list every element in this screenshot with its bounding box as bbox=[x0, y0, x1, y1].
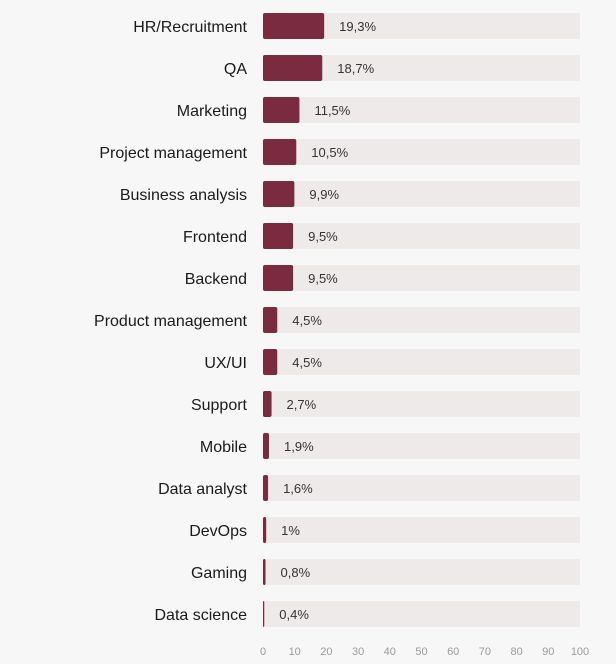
category-label: Backend bbox=[185, 271, 247, 288]
bar bbox=[263, 55, 323, 81]
x-axis-ticks: 0 10 20 30 40 50 60 70 80 90 100 bbox=[260, 646, 589, 658]
category-label: Support bbox=[191, 397, 248, 414]
bar-track bbox=[263, 181, 580, 207]
bar-row: Frontend 9,5% bbox=[183, 223, 580, 249]
bar-track bbox=[263, 517, 580, 543]
x-tick-label: 0 bbox=[260, 646, 266, 658]
bar-row: DevOps 1% bbox=[189, 517, 580, 543]
value-label: 4,5% bbox=[292, 313, 322, 328]
x-tick-label: 40 bbox=[384, 646, 396, 658]
bar-row: HR/Recruitment 19,3% bbox=[133, 13, 580, 39]
x-tick-label: 100 bbox=[571, 646, 589, 658]
category-label: Mobile bbox=[200, 439, 247, 456]
bar-track bbox=[263, 391, 580, 417]
category-label: Gaming bbox=[191, 565, 247, 582]
bar-row: Support 2,7% bbox=[191, 391, 580, 417]
x-tick-label: 90 bbox=[542, 646, 554, 658]
value-label: 9,5% bbox=[308, 229, 338, 244]
bar bbox=[263, 517, 267, 543]
bar bbox=[263, 307, 278, 333]
category-label: DevOps bbox=[189, 523, 247, 540]
bar-track bbox=[263, 139, 580, 165]
category-label: UX/UI bbox=[204, 355, 247, 372]
value-label: 1,6% bbox=[283, 481, 313, 496]
bar-track bbox=[263, 349, 580, 375]
bar-row: QA 18,7% bbox=[224, 55, 580, 81]
bar bbox=[263, 97, 300, 123]
bar-row: Project management 10,5% bbox=[99, 139, 580, 165]
bar-row: Gaming 0,8% bbox=[191, 559, 580, 585]
category-label: Data analyst bbox=[158, 481, 247, 498]
bar-track bbox=[263, 433, 580, 459]
bar-track bbox=[263, 223, 580, 249]
bar bbox=[263, 181, 295, 207]
x-tick-label: 20 bbox=[320, 646, 332, 658]
bar bbox=[263, 265, 294, 291]
x-tick-label: 70 bbox=[479, 646, 491, 658]
x-tick-label: 10 bbox=[289, 646, 301, 658]
bar-row: Business analysis 9,9% bbox=[120, 181, 580, 207]
value-label: 9,5% bbox=[308, 271, 338, 286]
bar-track bbox=[263, 307, 580, 333]
value-label: 1% bbox=[281, 523, 300, 538]
bar-track bbox=[263, 601, 580, 627]
bar-track bbox=[263, 265, 580, 291]
value-label: 4,5% bbox=[292, 355, 322, 370]
category-label: Product management bbox=[94, 313, 248, 330]
chart-rows: HR/Recruitment 19,3% QA 18,7% Marketing 11,5%… bbox=[94, 13, 580, 627]
bar bbox=[263, 139, 297, 165]
category-label: Frontend bbox=[183, 229, 247, 246]
category-label: Project management bbox=[99, 145, 247, 162]
category-label: QA bbox=[224, 61, 247, 78]
bar-row: Marketing 11,5% bbox=[177, 97, 580, 123]
value-label: 0,4% bbox=[279, 607, 309, 622]
bar-row: UX/UI 4,5% bbox=[204, 349, 580, 375]
bar bbox=[263, 475, 269, 501]
value-label: 2,7% bbox=[287, 397, 317, 412]
category-label: Data science bbox=[155, 607, 248, 624]
bar-track bbox=[263, 97, 580, 123]
value-label: 9,9% bbox=[309, 187, 339, 202]
value-label: 1,9% bbox=[284, 439, 314, 454]
value-label: 18,7% bbox=[337, 61, 374, 76]
bar-row: Backend 9,5% bbox=[185, 265, 580, 291]
category-label: Marketing bbox=[177, 103, 247, 120]
bar-row: Data analyst 1,6% bbox=[158, 475, 580, 501]
x-tick-label: 80 bbox=[510, 646, 522, 658]
bar-row: Product management 4,5% bbox=[94, 307, 580, 333]
bar bbox=[263, 601, 265, 627]
bar bbox=[263, 391, 272, 417]
bar bbox=[263, 559, 266, 585]
value-label: 11,5% bbox=[314, 103, 350, 118]
bar bbox=[263, 13, 325, 39]
x-tick-label: 50 bbox=[415, 646, 427, 658]
bar bbox=[263, 433, 270, 459]
bar bbox=[263, 223, 294, 249]
x-tick-label: 30 bbox=[352, 646, 364, 658]
category-label: HR/Recruitment bbox=[133, 19, 247, 36]
bar bbox=[263, 349, 278, 375]
bar-track bbox=[263, 559, 580, 585]
category-label: Business analysis bbox=[120, 187, 247, 204]
bar-row: Data science 0,4% bbox=[155, 601, 580, 627]
value-label: 0,8% bbox=[281, 565, 311, 580]
bar-track bbox=[263, 475, 580, 501]
bar-row: Mobile 1,9% bbox=[200, 433, 580, 459]
value-label: 10,5% bbox=[311, 145, 348, 160]
x-tick-label: 60 bbox=[447, 646, 459, 658]
value-label: 19,3% bbox=[339, 19, 376, 34]
